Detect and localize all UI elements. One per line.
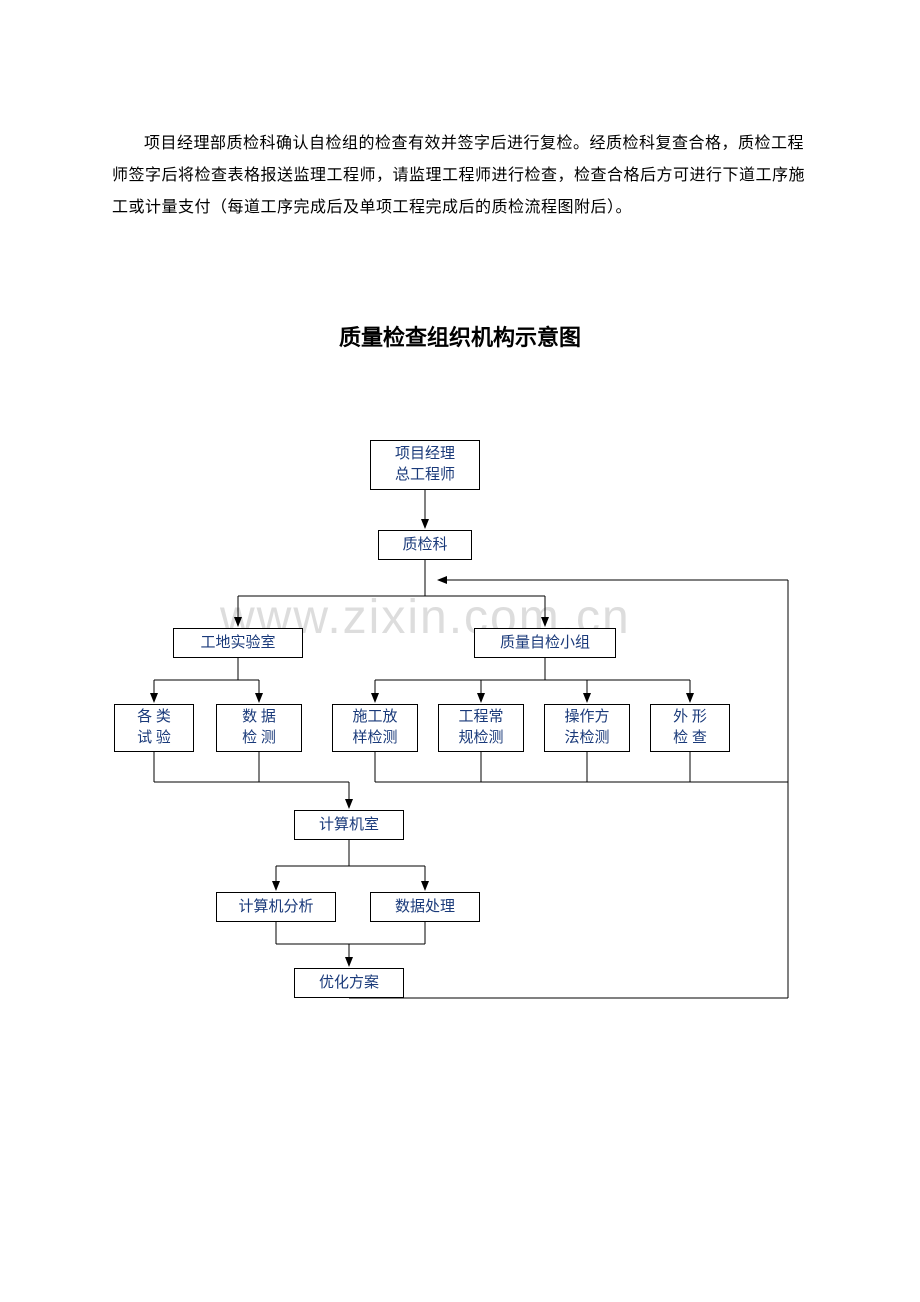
node-qc-section: 质检科 bbox=[378, 530, 472, 560]
node-appearance-check: 外 形 检 查 bbox=[650, 704, 730, 752]
node-site-lab: 工地实验室 bbox=[173, 628, 303, 658]
node-project-manager: 项目经理 总工程师 bbox=[370, 440, 480, 490]
node-operation-method: 操作方 法检测 bbox=[544, 704, 630, 752]
node-various-tests: 各 类 试 验 bbox=[114, 704, 194, 752]
node-routine-inspection: 工程常 规检测 bbox=[438, 704, 524, 752]
node-self-inspect-group: 质量自检小组 bbox=[474, 628, 616, 658]
node-optimize-plan: 优化方案 bbox=[294, 968, 404, 998]
node-computer-analysis: 计算机分析 bbox=[216, 892, 336, 922]
node-computer-room: 计算机室 bbox=[294, 810, 404, 840]
node-data-processing: 数据处理 bbox=[370, 892, 480, 922]
node-construction-layout: 施工放 样检测 bbox=[332, 704, 418, 752]
node-data-detection: 数 据 检 测 bbox=[216, 704, 302, 752]
flowchart-connectors bbox=[0, 0, 920, 1302]
